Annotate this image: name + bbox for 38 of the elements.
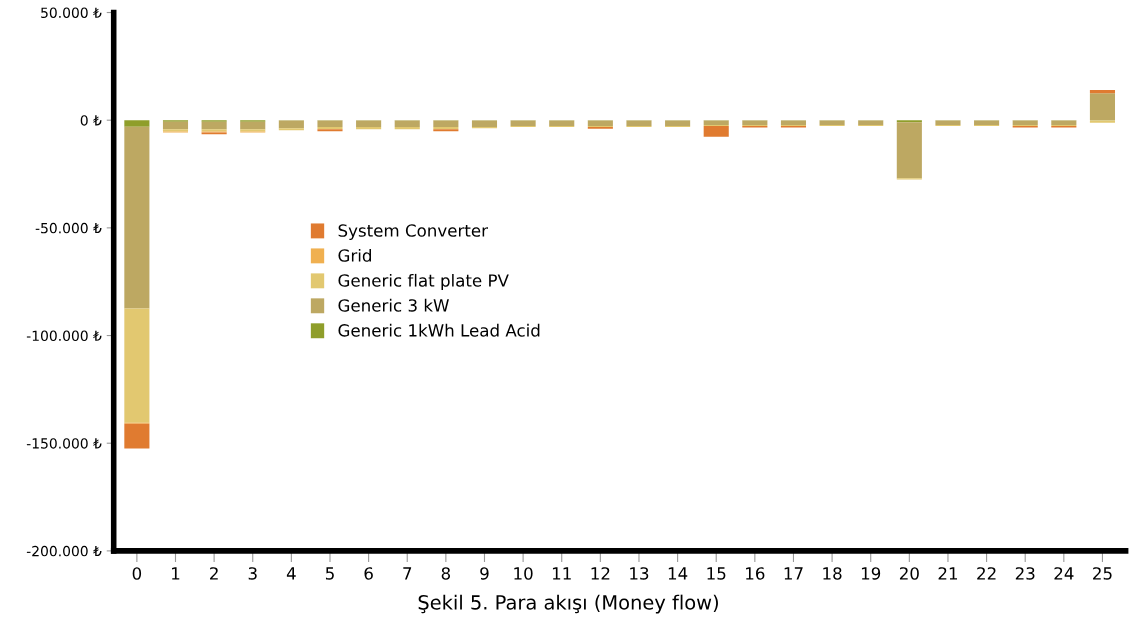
y-tick-label: -200.000 ₺ xyxy=(26,545,102,557)
x-tick-label: 15 xyxy=(707,567,726,580)
x-tick-label: 8 xyxy=(441,567,451,580)
y-tick-label: 0 ₺ xyxy=(80,115,102,126)
x-tick-label: 5 xyxy=(325,567,334,580)
y-tick-label: 50.000 ₺ xyxy=(41,7,102,18)
x-tick-label: 22 xyxy=(977,567,996,580)
x-tick-label: 2 xyxy=(210,567,218,580)
x-tick-label: 18 xyxy=(823,567,842,580)
x-tick-label: 1 xyxy=(172,567,180,580)
legend-label: Generic flat plate PV xyxy=(338,273,509,291)
legend-label: Generic 1kWh Lead Acid xyxy=(338,323,540,337)
x-tick-label: 0 xyxy=(132,567,142,580)
x-tick-label: 23 xyxy=(1015,567,1035,580)
y-tick-label: -100.000 ₺ xyxy=(26,330,102,342)
legend-label: Grid xyxy=(338,248,371,262)
x-tick-label: 9 xyxy=(480,567,489,580)
x-tick-label: 17 xyxy=(784,567,803,580)
x-tick-label: 10 xyxy=(514,567,533,580)
x-tick-label: 14 xyxy=(668,567,688,580)
y-tick-label: -150.000 ₺ xyxy=(26,438,102,449)
x-tick-label: 11 xyxy=(552,567,571,580)
x-tick-label: 7 xyxy=(403,567,412,580)
x-tick-label: 25 xyxy=(1093,567,1112,580)
legend-label: Generic 3 kW xyxy=(338,298,449,312)
x-tick-label: 21 xyxy=(938,567,958,580)
legend-label: System Converter xyxy=(338,224,488,241)
x-tick-label: 3 xyxy=(248,567,257,580)
x-tick-label: 4 xyxy=(286,567,296,580)
x-tick-label: 24 xyxy=(1054,567,1074,580)
x-tick-label: 19 xyxy=(861,567,881,580)
x-tick-label: 16 xyxy=(746,567,765,580)
x-tick-label: 13 xyxy=(630,567,649,580)
x-tick-label: 6 xyxy=(364,567,373,580)
y-tick-label: -50.000 ₺ xyxy=(35,222,102,234)
x-tick-label: 12 xyxy=(591,567,610,580)
x-tick-label: 20 xyxy=(899,567,919,580)
text: Şekil 5. Para akışı (Money flow) xyxy=(418,594,718,614)
